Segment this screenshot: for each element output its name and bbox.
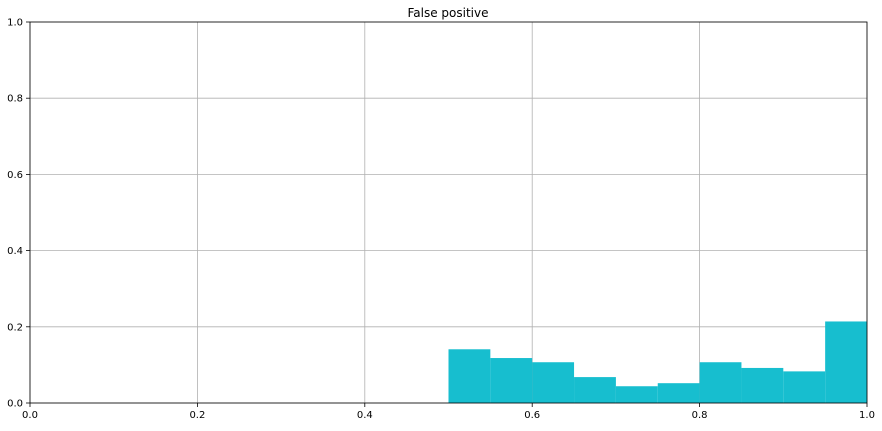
plot-frame bbox=[29, 21, 868, 404]
x-tick-label: 0.0 bbox=[22, 410, 38, 421]
histogram-bar-8 bbox=[783, 371, 826, 403]
x-tick-label: 0.4 bbox=[357, 410, 373, 421]
y-tick-label: 0.2 bbox=[7, 322, 23, 333]
y-tick-label: 0.0 bbox=[7, 399, 23, 410]
bars bbox=[448, 321, 867, 403]
histogram-bar-2 bbox=[532, 362, 575, 403]
x-tick-label: 1.0 bbox=[859, 410, 875, 421]
x-tick-label: 0.8 bbox=[692, 410, 708, 421]
histogram-bar-3 bbox=[574, 377, 616, 403]
histogram-bar-7 bbox=[741, 367, 784, 403]
histogram-bar-1 bbox=[490, 358, 533, 403]
x-tick-label: 0.2 bbox=[189, 410, 205, 421]
histogram-bar-4 bbox=[615, 386, 658, 403]
histogram-bar-5 bbox=[657, 383, 700, 403]
histogram-bar-9 bbox=[825, 321, 867, 403]
grid-lines bbox=[29, 21, 868, 404]
y-tick-label: 0.8 bbox=[7, 94, 23, 105]
tick-labels: 0.0 0.2 0.4 0.6 0.8 1.0 0.0 0.2 0.4 0.6 0.8 1.0 bbox=[7, 18, 875, 422]
histogram-bar-0 bbox=[448, 349, 491, 403]
axes bbox=[26, 21, 868, 407]
chart-title: False positive bbox=[407, 6, 488, 20]
x-tick-label: 0.6 bbox=[524, 410, 540, 421]
histogram-bar-6 bbox=[699, 362, 742, 403]
y-tick-label: 0.4 bbox=[7, 246, 23, 257]
y-tick-label: 0.6 bbox=[7, 170, 23, 181]
y-tick-label: 1.0 bbox=[7, 18, 23, 29]
